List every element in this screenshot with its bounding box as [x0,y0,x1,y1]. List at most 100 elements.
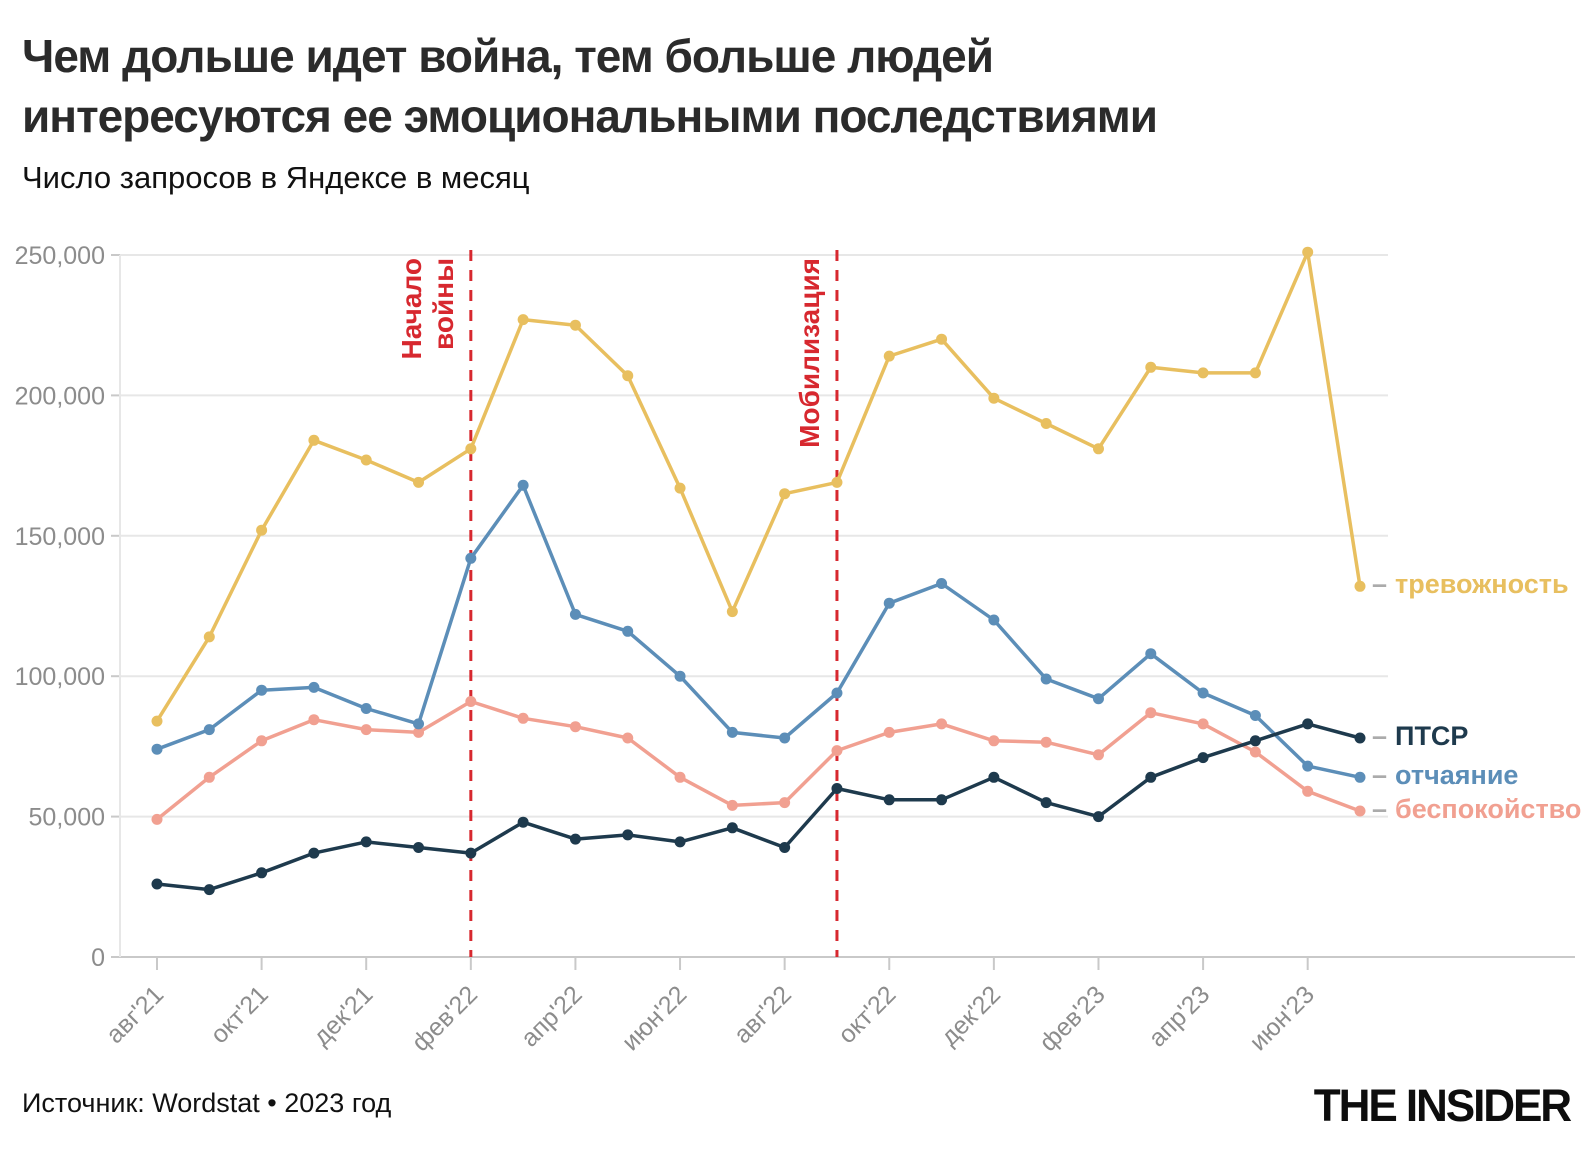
data-point-despair [779,732,791,744]
data-point-ptsd [413,842,425,853]
data-point-despair [360,703,372,714]
data-point-despair [256,684,268,696]
data-point-despair [988,614,1000,626]
data-point-worry [360,724,372,736]
series-line-worry [155,699,1361,821]
x-tick-label: окт'22 [833,980,902,1049]
war-start-label: Начало [396,258,427,359]
data-point-anxiety [1249,367,1261,379]
data-point-ptsd [1092,811,1104,823]
legend-label-worry: беспокойство [1395,793,1582,824]
x-tick-label: окт'21 [205,980,274,1049]
data-point-worry [831,745,843,757]
data-point-anxiety [1302,246,1314,258]
data-point-despair [1145,648,1157,660]
page-title: Чем дольше идет война, тем больше людей … [22,26,1472,146]
data-point-anxiety [1197,367,1209,379]
data-point-anxiety [308,434,320,446]
title-line-1: Чем дольше идет война, тем больше людей [22,30,994,82]
data-point-worry [674,771,686,783]
data-point-despair [726,726,738,738]
data-point-anxiety [1354,580,1366,592]
y-tick-label: 50,000 [29,804,105,832]
legend-connector-dash: – [1372,760,1388,791]
data-point-ptsd [256,867,268,879]
data-point-despair [203,724,215,736]
data-point-worry [1197,718,1209,730]
data-point-despair [1302,760,1314,772]
data-point-worry [1040,736,1052,748]
data-point-anxiety [151,715,163,727]
data-point-despair [1092,693,1104,705]
data-point-worry [1302,785,1314,797]
data-point-anxiety [517,314,529,326]
data-point-ptsd [308,847,320,859]
data-point-anxiety [674,482,686,494]
data-point-ptsd [1354,732,1366,744]
data-point-anxiety [360,454,372,466]
data-point-worry [1354,805,1366,817]
data-point-anxiety [936,333,948,345]
data-point-despair [622,625,634,637]
data-point-worry [151,813,163,825]
x-tick-label: авг'21 [101,980,170,1049]
y-tick-label: 150,000 [15,523,105,551]
data-point-anxiety [203,631,215,643]
data-point-worry [726,799,738,811]
legend-connector-dash: – [1372,720,1388,751]
legend-connector-dash: – [1372,569,1388,600]
data-point-ptsd [988,771,1000,783]
data-point-ptsd [883,794,895,806]
data-point-ptsd [831,783,843,794]
data-point-worry [936,718,948,730]
x-tick-label: фев'22 [406,980,483,1057]
data-point-worry [203,771,215,783]
data-point-worry [256,735,268,747]
war-start-label: войны [428,258,459,350]
x-tick-label: дек'22 [935,980,1006,1051]
series-line-ptsd [156,722,1361,892]
data-point-despair [883,597,895,609]
data-point-despair [936,578,948,589]
data-point-despair [151,743,163,755]
data-point-worry [1092,749,1104,761]
data-point-anxiety [831,476,843,488]
data-point-despair [413,718,425,730]
x-tick-label: дек'21 [308,980,379,1051]
data-point-despair [465,552,477,564]
data-point-worry [465,696,477,707]
series-line-despair [156,483,1361,780]
title-line-2: интересуются ее эмоциональными последств… [22,90,1158,142]
legend-label-despair: отчаяние [1395,760,1519,791]
data-point-ptsd [360,836,372,848]
data-point-ptsd [465,847,477,859]
legend-item-ptsd: – ПТСР [1372,721,1468,752]
data-point-despair [831,687,843,699]
legend-label-ptsd: ПТСР [1395,720,1469,751]
data-point-ptsd [779,842,791,853]
data-point-ptsd [1302,718,1314,730]
data-point-despair [517,479,529,491]
data-point-anxiety [1092,443,1104,455]
data-point-despair [1040,673,1052,685]
x-tick-label: авг'22 [728,980,797,1049]
mobilization-label: Мобилизация [794,258,825,448]
data-point-anxiety [988,392,1000,404]
data-point-despair [1197,687,1209,699]
data-point-anxiety [256,524,268,536]
data-point-despair [674,670,686,682]
data-point-ptsd [569,833,581,845]
x-tick-label: апр'22 [516,980,588,1052]
data-point-ptsd [1197,752,1209,764]
y-tick-label: 100,000 [15,663,105,691]
data-point-ptsd [936,794,948,806]
data-point-worry [569,721,581,733]
data-point-anxiety [569,319,581,331]
legend-item-worry: – беспокойство [1372,794,1581,825]
y-tick-label: 0 [91,944,105,972]
legend-item-anxiety: – тревожность [1372,569,1569,600]
data-point-anxiety [465,443,477,455]
data-point-worry [1145,707,1157,719]
data-point-worry [517,712,529,724]
